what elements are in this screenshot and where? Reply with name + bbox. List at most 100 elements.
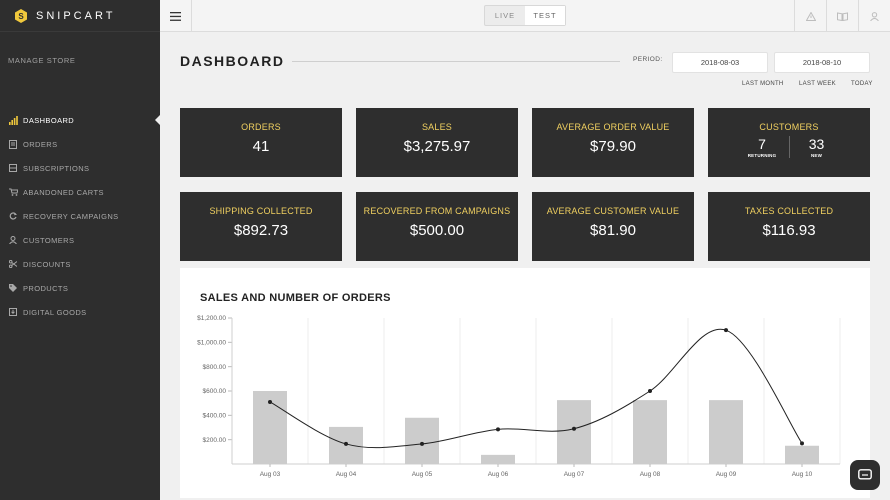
stat-card-average-customer-value: AVERAGE CUSTOMER VALUE $81.90 [532,192,694,261]
x-tick-label: Aug 09 [716,471,737,478]
live-mode-button[interactable]: LIVE [494,11,516,20]
sidebar-item-label: RECOVERY CAMPAIGNS [23,211,119,221]
orders-point [648,389,652,393]
cart-icon [8,187,18,197]
sidebar-item-customers[interactable]: CUSTOMERS [0,228,160,252]
scissors-icon [8,259,18,269]
sidebar-item-digital-goods[interactable]: DIGITAL GOODS [0,300,160,324]
sidebar-item-recovery-campaigns[interactable]: RECOVERY CAMPAIGNS [0,204,160,228]
sales-bar [709,400,743,464]
sidebar-item-products[interactable]: PRODUCTS [0,276,160,300]
y-tick-label: $400.00 [203,413,227,420]
docs-button[interactable] [826,0,858,32]
x-tick-label: Aug 04 [336,471,357,478]
stat-card-recovered-from-campaigns: RECOVERED FROM CAMPAIGNS $500.00 [356,192,518,261]
stat-value: 41 [252,138,270,155]
stat-card-customers: CUSTOMERS 7 RETURNING 33 NEW [708,108,870,177]
sidebar-item-label: DIGITAL GOODS [23,307,87,317]
last-month-link[interactable]: LAST MONTH [742,81,784,87]
chart-title: SALES AND NUMBER OF ORDERS [200,292,391,304]
stat-value: $3,275.97 [403,138,471,155]
x-tick-label: Aug 08 [640,471,661,478]
snipcart-logo-icon: S [15,8,27,23]
bar-chart-icon [8,115,18,125]
stat-label: AVERAGE CUSTOMER VALUE [546,206,680,216]
sales-orders-chart-panel: SALES AND NUMBER OF ORDERS $200.00 $400.0… [180,268,870,498]
refresh-icon [8,211,18,221]
sidebar-item-label: SUBSCRIPTIONS [23,163,90,173]
stat-card-sales: SALES $3,275.97 [356,108,518,177]
today-link[interactable]: TODAY [851,81,873,87]
warning-button[interactable] [794,0,826,32]
stat-value: $79.90 [590,138,636,155]
last-week-link[interactable]: LAST WEEK [799,81,836,87]
warning-icon [805,11,816,21]
orders-point [420,441,424,446]
sidebar: S SNIPCART MANAGE STORE DASHBOARD ORDERS… [0,0,160,500]
brand[interactable]: S SNIPCART [0,0,160,32]
date-to-input[interactable] [774,52,870,73]
download-icon [8,307,18,317]
returning-count: 7 [758,136,766,152]
sidebar-nav: DASHBOARD ORDERS SUBSCRIPTIONS ABANDONED… [0,108,160,324]
brand-name: SNIPCART [36,9,116,22]
stat-label: SHIPPING COLLECTED [209,206,313,216]
period-label: PERIOD: [633,56,663,63]
sidebar-item-label: CUSTOMERS [23,235,75,245]
sidebar-item-orders[interactable]: ORDERS [0,132,160,156]
returning-label: RETURNING [747,153,777,158]
stat-value: $81.90 [590,222,636,239]
sales-bar [481,454,515,464]
orders-point [344,441,348,446]
account-button[interactable] [858,0,890,32]
y-tick-label: $200.00 [203,437,227,444]
y-tick-label: $1,200.00 [197,315,226,322]
new-count: 33 [808,136,825,152]
x-tick-label: Aug 06 [488,471,509,478]
sales-bar [633,400,667,464]
returning-customers: 7 RETURNING [735,136,789,158]
sales-orders-chart: $200.00 $400.00 $600.00 $800.00 $1,000.00 $1,… [197,315,841,478]
x-tick-label: Aug 10 [792,471,813,478]
sidebar-item-label: DISCOUNTS [23,259,71,269]
customers-split: 7 RETURNING 33 NEW [708,136,870,158]
stat-card-average-order-value: AVERAGE ORDER VALUE $79.90 [532,108,694,177]
sidebar-item-abandoned-carts[interactable]: ABANDONED CARTS [0,180,160,204]
date-from-input[interactable] [672,52,768,73]
list-icon [8,163,18,173]
x-tick-label: Aug 07 [564,471,585,478]
x-tick-label: Aug 03 [260,471,281,478]
account-icon [870,11,879,21]
sidebar-item-label: DASHBOARD [23,115,75,125]
y-tick-label: $600.00 [203,388,227,395]
sidebar-item-label: PRODUCTS [23,283,69,293]
new-customers: 33 NEW [789,136,843,158]
y-tick-label: $1,000.00 [197,340,226,347]
orders-point [268,399,272,404]
tag-icon [8,283,18,293]
svg-text:S: S [18,12,24,21]
stat-label: CUSTOMERS [759,122,819,132]
sidebar-item-discounts[interactable]: DISCOUNTS [0,252,160,276]
test-mode-button[interactable]: TEST [525,6,565,25]
orders-point [572,426,576,431]
stat-label: SALES [421,122,453,132]
topbar: LIVE TEST [160,0,890,32]
stat-label: AVERAGE ORDER VALUE [556,122,670,132]
hamburger-menu-button[interactable] [160,0,192,32]
sidebar-item-subscriptions[interactable]: SUBSCRIPTIONS [0,156,160,180]
receipt-icon [8,139,18,149]
orders-point [496,427,500,432]
stat-value: $892.73 [233,222,289,239]
book-icon [837,11,848,21]
sidebar-item-label: ABANDONED CARTS [23,187,104,197]
stat-label: ORDERS [241,122,281,132]
new-label: NEW [810,153,823,158]
chat-icon [858,468,872,480]
sales-bar [785,445,819,464]
stat-label: RECOVERED FROM CAMPAIGNS [363,206,511,216]
chat-button[interactable] [850,460,880,490]
sidebar-item-dashboard[interactable]: DASHBOARD [0,108,160,132]
page-title: DASHBOARD [180,53,285,69]
orders-point [800,441,804,446]
